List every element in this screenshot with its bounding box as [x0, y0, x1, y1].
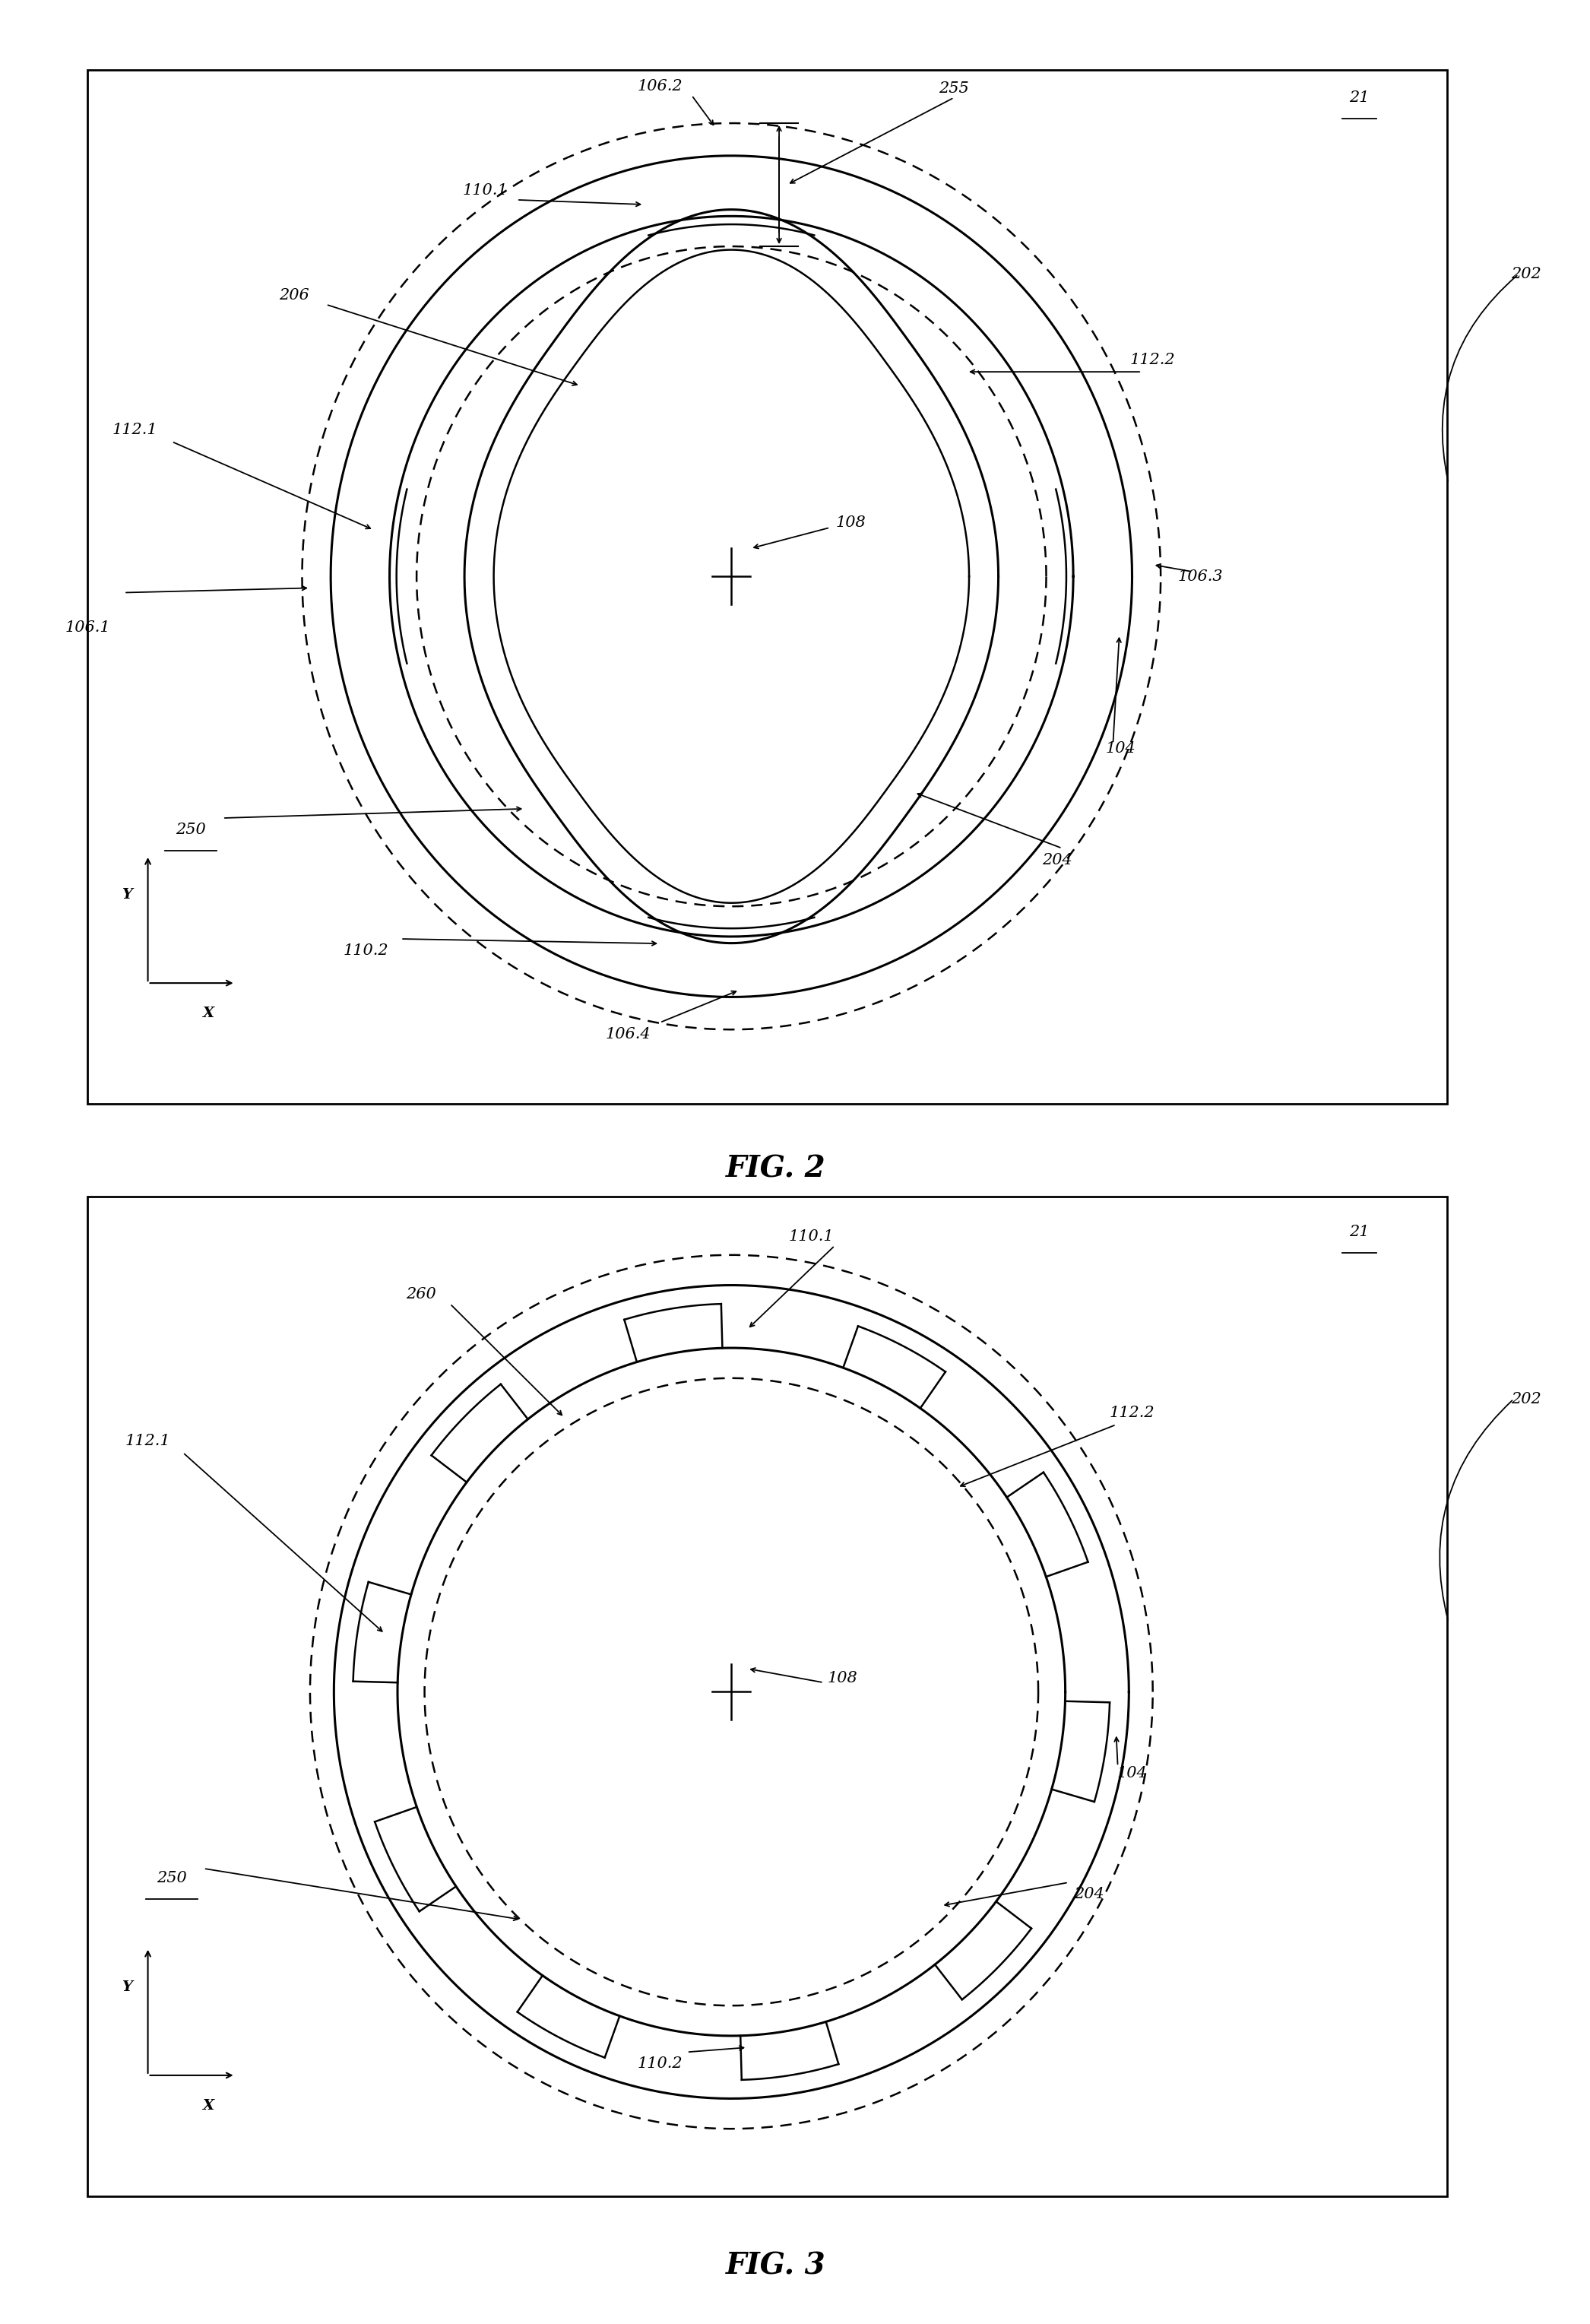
Text: 110.1: 110.1 — [463, 184, 507, 198]
Text: 112.1: 112.1 — [113, 423, 157, 437]
Text: 104: 104 — [1105, 741, 1137, 755]
Text: 21: 21 — [1350, 91, 1369, 105]
Text: 260: 260 — [405, 1287, 437, 1301]
Text: 110.2: 110.2 — [343, 944, 388, 957]
Text: FIG. 3: FIG. 3 — [727, 2252, 825, 2280]
Text: 108: 108 — [835, 516, 867, 530]
Text: 204: 204 — [1073, 1887, 1105, 1901]
Text: 250: 250 — [156, 1871, 188, 1885]
Text: X: X — [202, 1006, 215, 1020]
Text: 206: 206 — [278, 288, 310, 302]
Text: Y: Y — [122, 1980, 132, 1994]
Text: 204: 204 — [1041, 853, 1073, 867]
Text: FIG. 2: FIG. 2 — [727, 1155, 825, 1183]
Text: 106.4: 106.4 — [606, 1027, 650, 1041]
Text: 250: 250 — [175, 823, 207, 837]
Text: Y: Y — [122, 888, 132, 902]
Text: 21: 21 — [1350, 1225, 1369, 1239]
Text: 255: 255 — [938, 81, 970, 95]
Text: 108: 108 — [827, 1671, 859, 1685]
Text: 106.2: 106.2 — [638, 79, 682, 93]
FancyBboxPatch shape — [87, 70, 1447, 1104]
Text: X: X — [202, 2099, 215, 2113]
Text: 110.2: 110.2 — [638, 2057, 682, 2071]
Text: 104: 104 — [1116, 1766, 1148, 1780]
Text: 112.2: 112.2 — [1110, 1406, 1154, 1420]
Text: 110.1: 110.1 — [789, 1229, 833, 1243]
Text: 202: 202 — [1510, 1392, 1542, 1406]
Text: 106.1: 106.1 — [65, 621, 110, 634]
Text: 106.3: 106.3 — [1178, 569, 1223, 583]
Text: 202: 202 — [1510, 267, 1542, 281]
FancyBboxPatch shape — [87, 1197, 1447, 2196]
Text: 112.2: 112.2 — [1130, 353, 1175, 367]
Text: 112.1: 112.1 — [126, 1434, 170, 1448]
